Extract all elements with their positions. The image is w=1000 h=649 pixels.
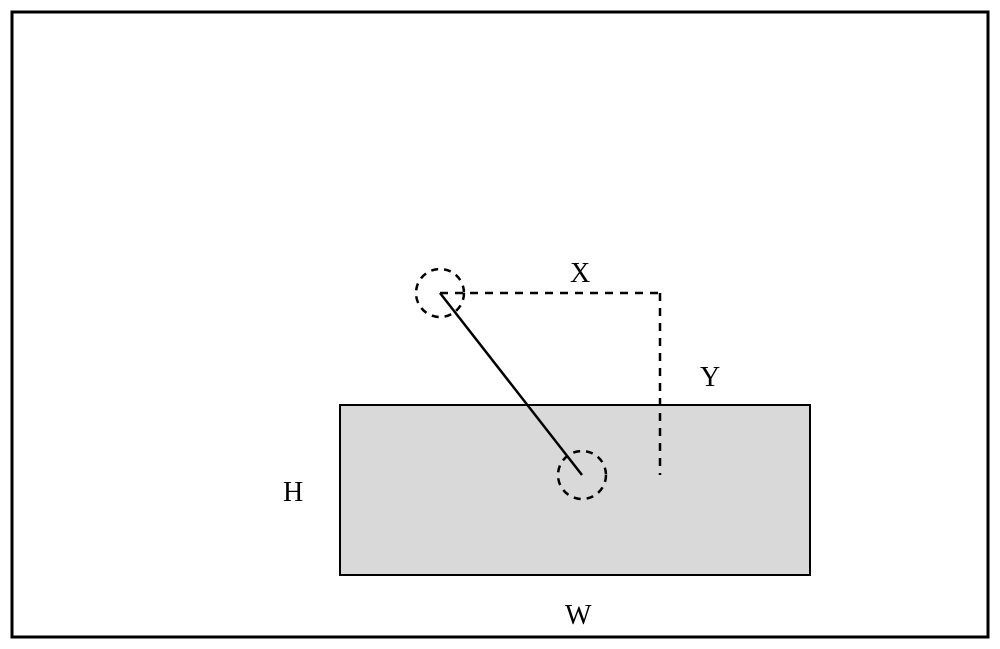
label-w: W: [565, 600, 591, 632]
label-h: H: [283, 477, 303, 509]
label-x: X: [570, 258, 590, 290]
diagram-canvas: [0, 0, 1000, 649]
label-y: Y: [700, 362, 720, 394]
